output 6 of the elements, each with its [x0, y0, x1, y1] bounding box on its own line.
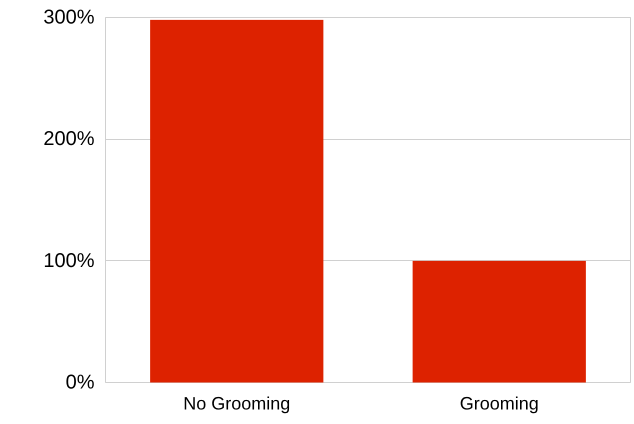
x-tick-label: No Grooming [183, 394, 290, 414]
y-tick-label: 0% [66, 372, 95, 394]
y-tick-label: 200% [43, 128, 95, 150]
x-tick-label: Grooming [460, 394, 539, 414]
y-tick-label: 300% [43, 6, 95, 28]
y-tick-label: 100% [43, 250, 95, 272]
